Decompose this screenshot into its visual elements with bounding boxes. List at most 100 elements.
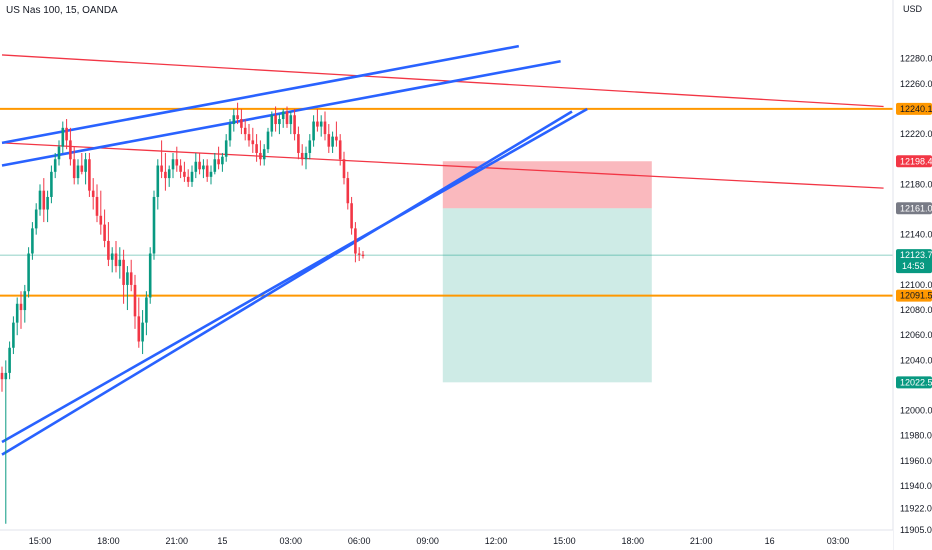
- candle-body: [88, 159, 91, 191]
- candle-body: [57, 146, 61, 160]
- price-tick-label: 11940.0: [900, 481, 932, 491]
- candle: [114, 240, 118, 273]
- candle-body: [236, 115, 239, 120]
- candle-body: [4, 372, 8, 380]
- price-badge-label: 12022.5: [900, 377, 932, 387]
- candle: [4, 360, 8, 524]
- candle: [350, 196, 353, 235]
- candle-body: [259, 152, 262, 160]
- candle-body: [289, 115, 293, 125]
- candle-body: [126, 272, 129, 285]
- candle: [300, 144, 304, 166]
- candle: [91, 178, 95, 210]
- price-tick-label: 11905.0: [900, 525, 932, 535]
- candle: [88, 152, 91, 197]
- candle: [179, 159, 182, 179]
- candle: [80, 152, 84, 175]
- candle-body: [95, 196, 99, 216]
- candle-body: [160, 165, 163, 172]
- candle: [217, 146, 220, 170]
- candle-body: [297, 134, 300, 153]
- candle-body: [251, 140, 255, 145]
- candle-body: [23, 291, 27, 311]
- candle-body: [141, 322, 144, 342]
- candle: [228, 119, 232, 147]
- candle-body: [342, 159, 346, 179]
- candle-body: [354, 228, 357, 254]
- candle-body: [243, 127, 247, 135]
- candle: [107, 222, 110, 267]
- plot-area[interactable]: [0, 44, 893, 524]
- candle-body: [323, 121, 327, 135]
- candle: [247, 124, 251, 147]
- candle-body: [202, 165, 205, 170]
- candle-body: [152, 196, 156, 254]
- candle: [316, 108, 319, 132]
- trend-line-2: [1, 44, 520, 145]
- candle: [262, 144, 266, 166]
- price-badge: 12123.714:53: [896, 249, 932, 274]
- price-axis[interactable]: USD 12280.0 12260.0 12220.0 12180.0 12140.0 12…: [892, 0, 932, 550]
- candle-body: [262, 149, 266, 160]
- candle: [335, 121, 338, 147]
- candle: [361, 250, 365, 259]
- candle-body: [266, 131, 270, 150]
- candle-body: [80, 165, 84, 172]
- candle-body: [167, 169, 171, 179]
- candle-body: [42, 190, 46, 210]
- time-tick-label: 15: [217, 536, 227, 546]
- price-tick-label: 12140.0: [900, 230, 932, 240]
- candle: [270, 111, 274, 137]
- price-badge: 12161.0: [896, 202, 932, 215]
- candle: [34, 203, 38, 235]
- price-badge-label: 12091.5: [900, 291, 932, 301]
- candle-body: [107, 240, 110, 260]
- candle: [331, 131, 334, 153]
- candle: [224, 134, 228, 162]
- candle-body: [76, 165, 80, 179]
- price-tick-label: 11960.0: [900, 456, 932, 466]
- candle-body: [319, 121, 323, 127]
- time-tick-label: 15:00: [553, 536, 576, 546]
- candle-body: [91, 190, 95, 197]
- price-tick-label: 11980.0: [900, 431, 932, 441]
- candle-body: [164, 171, 167, 179]
- price-badge-bg: [896, 289, 932, 302]
- candle-body: [0, 372, 4, 380]
- price-badge: 12240.1: [896, 102, 932, 115]
- price-badge-label: 12240.1: [900, 104, 932, 114]
- candle: [12, 316, 15, 355]
- candle: [171, 152, 175, 179]
- candle: [205, 159, 209, 182]
- candle-body: [19, 303, 23, 311]
- time-tick-label: 09:00: [416, 536, 439, 546]
- candle: [103, 209, 106, 248]
- candle-body: [103, 224, 106, 241]
- candle-body: [304, 152, 308, 160]
- candle-body: [240, 119, 243, 128]
- candle: [312, 115, 315, 147]
- price-tick-label: 12180.0: [900, 179, 932, 189]
- candle: [323, 111, 327, 141]
- candle: [27, 247, 30, 298]
- candle-body: [12, 322, 15, 348]
- candle-body: [300, 152, 304, 160]
- candle-body: [346, 178, 350, 204]
- candle-body: [148, 253, 152, 298]
- candle: [236, 102, 239, 125]
- candle: [209, 165, 213, 185]
- candle-body: [31, 228, 34, 254]
- candle-body: [72, 159, 76, 179]
- candle: [297, 126, 300, 160]
- time-tick-label: 06:00: [348, 536, 371, 546]
- candle-body: [46, 196, 49, 210]
- price-badge-label: 12161.0: [900, 203, 932, 213]
- candle: [122, 249, 125, 304]
- candle: [266, 127, 270, 153]
- candle-body: [118, 259, 122, 267]
- time-tick-label: 21:00: [690, 536, 713, 546]
- time-axis[interactable]: 15:00 18:00 21:00 15 03:00 06:00 09:00 12:00 15:…: [0, 529, 893, 550]
- candle-body: [61, 127, 65, 147]
- candle-body: [137, 316, 141, 342]
